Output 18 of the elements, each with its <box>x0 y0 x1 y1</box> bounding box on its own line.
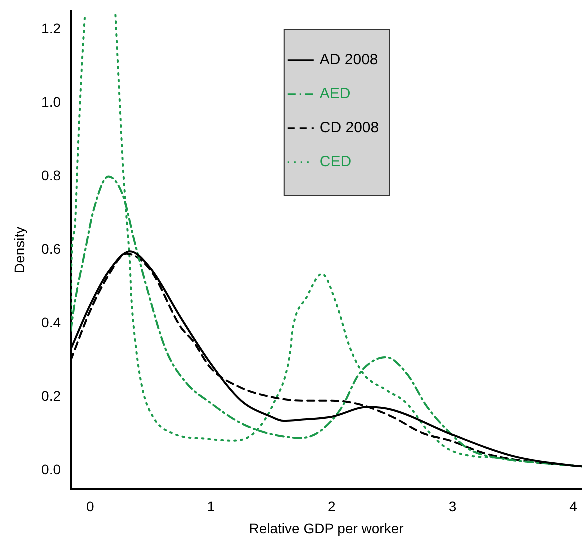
y-tick-label: 0.6 <box>42 241 62 258</box>
y-tick-label: 1.0 <box>42 94 62 110</box>
x-tick-label: 1 <box>207 498 216 514</box>
y-tick-label: 0.2 <box>42 388 62 404</box>
x-tick-label: 3 <box>448 498 457 514</box>
y-tick-label: 0.4 <box>42 314 62 331</box>
legend-label: CED <box>320 154 352 171</box>
legend-label: AD 2008 <box>320 52 378 69</box>
x-tick-label: 2 <box>328 498 336 514</box>
y-axis-title: Density <box>11 226 28 274</box>
y-tick-label: 1.2 <box>42 20 62 37</box>
legend-label: CD 2008 <box>320 120 380 137</box>
y-tick-label: 0.8 <box>42 168 62 184</box>
x-axis-title: Relative GDP per worker <box>249 520 404 536</box>
x-tick-label: 4 <box>570 498 578 514</box>
y-tick-label: 0.0 <box>42 461 62 478</box>
x-tick-label: 0 <box>86 498 94 514</box>
legend-label: AED <box>320 86 351 103</box>
